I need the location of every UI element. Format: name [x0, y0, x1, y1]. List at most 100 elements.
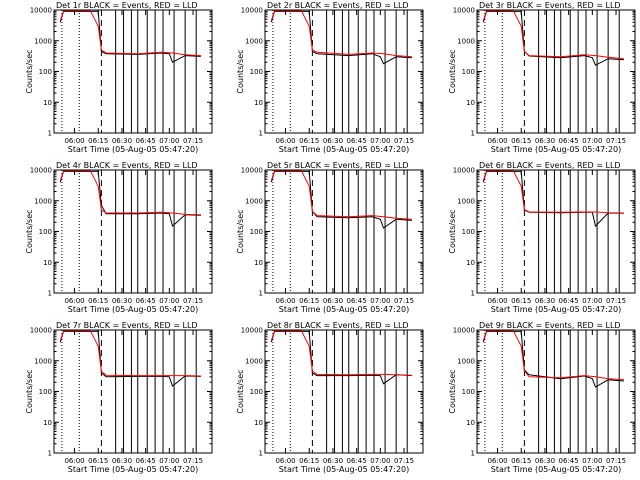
x-tick-label: 06:15	[511, 457, 531, 465]
panel-title: Det 9r BLACK = Events, RED = LLD	[479, 321, 621, 330]
x-tick-label: 06:00	[64, 297, 84, 305]
y-tick-label: 100	[250, 68, 263, 76]
series-line-lld	[270, 10, 412, 58]
x-tick-label: 07:00	[370, 137, 390, 145]
y-tick-label: 10	[43, 259, 52, 267]
x-tick-label: 07:00	[582, 297, 602, 305]
plot-frame	[264, 9, 424, 134]
y-tick-label: 1000	[245, 197, 263, 205]
panel-1: Det 1r BLACK = Events, RED = LLD 1 10 100 10…	[25, 1, 213, 154]
x-tick-label: 07:15	[606, 457, 626, 465]
x-axis-label: Start Time (05-Aug-05 05:47:20)	[491, 465, 622, 474]
y-axis-label: Counts/sec	[25, 209, 34, 253]
x-tick-label: 07:15	[394, 457, 414, 465]
x-tick-label: 07:15	[394, 297, 414, 305]
panel-3: Det 3r BLACK = Events, RED = LLD 1 10 100 10…	[448, 1, 636, 154]
series-line-events	[482, 330, 624, 388]
y-tick-label: 10	[43, 419, 52, 427]
y-tick-label: 1	[259, 130, 263, 138]
y-tick-label: 1000	[457, 197, 475, 205]
panel-title: Det 3r BLACK = Events, RED = LLD	[479, 1, 621, 10]
x-tick-label: 06:00	[487, 137, 507, 145]
y-tick-label: 100	[250, 228, 263, 236]
plot-frame	[476, 329, 636, 454]
y-tick-label: 10000	[453, 327, 475, 335]
panel-8: Det 8r BLACK = Events, RED = LLD 1 10 100 10…	[236, 321, 424, 474]
x-axis-label: Start Time (05-Aug-05 05:47:20)	[491, 145, 622, 154]
y-tick-label: 1000	[34, 197, 52, 205]
y-tick-label: 10	[43, 99, 52, 107]
panel-title: Det 5r BLACK = Events, RED = LLD	[267, 161, 409, 170]
y-tick-label: 10000	[30, 167, 52, 175]
series-line-lld	[59, 10, 201, 57]
y-tick-label: 1000	[457, 357, 475, 365]
x-tick-label: 06:15	[299, 137, 319, 145]
x-tick-label: 07:00	[370, 457, 390, 465]
y-tick-label: 100	[250, 388, 263, 396]
y-axis-label: Counts/sec	[236, 209, 245, 253]
x-tick-label: 06:15	[511, 297, 531, 305]
x-axis-label: Start Time (05-Aug-05 05:47:20)	[279, 465, 410, 474]
x-tick-label: 07:15	[183, 457, 203, 465]
y-tick-label: 1000	[245, 357, 263, 365]
series-line-lld	[59, 330, 201, 377]
x-tick-label: 06:30	[112, 137, 132, 145]
panel-7: Det 7r BLACK = Events, RED = LLD 1 10 100 10…	[25, 321, 213, 474]
series-line-events	[59, 330, 201, 387]
x-tick-label: 06:00	[64, 137, 84, 145]
series-line-events	[482, 170, 624, 228]
x-tick-label: 06:00	[487, 297, 507, 305]
y-tick-label: 1	[471, 290, 475, 298]
y-tick-label: 1000	[457, 37, 475, 45]
x-tick-label: 07:00	[159, 137, 179, 145]
y-tick-label: 10	[466, 259, 475, 267]
x-tick-label: 07:00	[159, 457, 179, 465]
series-line-lld	[270, 170, 412, 220]
panel-4: Det 4r BLACK = Events, RED = LLD 1 10 100 10…	[25, 161, 213, 314]
y-tick-label: 10	[254, 99, 263, 107]
y-tick-label: 10000	[453, 7, 475, 15]
x-tick-label: 06:00	[275, 137, 295, 145]
series-line-lld	[482, 170, 624, 214]
y-tick-label: 1000	[34, 357, 52, 365]
panel-title: Det 2r BLACK = Events, RED = LLD	[267, 1, 409, 10]
y-tick-label: 10	[254, 419, 263, 427]
x-axis-label: Start Time (05-Aug-05 05:47:20)	[68, 465, 199, 474]
x-tick-label: 06:45	[559, 297, 579, 305]
y-axis-label: Counts/sec	[448, 369, 457, 413]
series-line-lld	[59, 170, 201, 216]
x-tick-label: 07:00	[582, 457, 602, 465]
x-tick-label: 07:15	[606, 137, 626, 145]
y-axis-label: Counts/sec	[236, 49, 245, 93]
x-tick-label: 06:45	[136, 137, 156, 145]
x-axis-label: Start Time (05-Aug-05 05:47:20)	[68, 305, 199, 314]
y-tick-label: 10	[466, 99, 475, 107]
x-tick-label: 06:30	[535, 297, 555, 305]
panel-title: Det 7r BLACK = Events, RED = LLD	[56, 321, 198, 330]
y-axis-label: Counts/sec	[448, 209, 457, 253]
plot-frame	[53, 169, 213, 294]
x-tick-label: 07:00	[159, 297, 179, 305]
series-line-lld	[270, 330, 412, 376]
series-line-events	[59, 170, 201, 228]
y-tick-label: 10000	[30, 327, 52, 335]
x-tick-label: 06:45	[347, 457, 367, 465]
x-tick-label: 06:15	[88, 297, 108, 305]
y-axis-label: Counts/sec	[25, 369, 34, 413]
y-tick-label: 1000	[34, 37, 52, 45]
y-tick-label: 10000	[453, 167, 475, 175]
x-tick-label: 07:00	[582, 137, 602, 145]
plot-frame	[264, 329, 424, 454]
panel-title: Det 1r BLACK = Events, RED = LLD	[56, 1, 198, 10]
y-tick-label: 10	[466, 419, 475, 427]
x-tick-label: 06:15	[88, 137, 108, 145]
x-tick-label: 06:00	[275, 297, 295, 305]
y-tick-label: 10000	[30, 7, 52, 15]
y-axis-label: Counts/sec	[448, 49, 457, 93]
y-tick-label: 10000	[241, 167, 263, 175]
x-tick-label: 06:00	[275, 457, 295, 465]
plot-frame	[53, 329, 213, 454]
x-axis-label: Start Time (05-Aug-05 05:47:20)	[279, 145, 410, 154]
x-tick-label: 06:30	[112, 457, 132, 465]
